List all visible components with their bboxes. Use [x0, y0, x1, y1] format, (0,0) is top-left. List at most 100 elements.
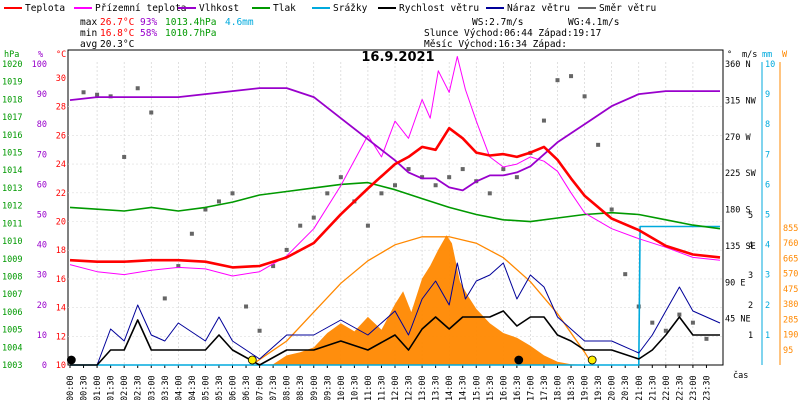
x-tick-label: 10:00	[337, 375, 347, 400]
wind-direction-point	[582, 94, 587, 99]
legend-item-srazky: Srážky	[312, 3, 368, 14]
series-line-sr-ky	[70, 225, 720, 366]
chart-title: 16.9.2021	[361, 50, 434, 65]
x-tick-label: 03:30	[161, 375, 171, 400]
temp-tick-label: 16	[56, 275, 66, 285]
x-tick-label: 07:00	[256, 375, 266, 400]
pct-tick-label: 50	[37, 211, 47, 221]
x-tick-label: 05:00	[201, 375, 211, 400]
series-line-p-zemn-teplota	[69, 56, 721, 277]
wind-direction-point	[216, 199, 221, 204]
wind-direction-point	[433, 183, 438, 188]
x-tick-label: 22:30	[675, 375, 685, 400]
svg-text:Přízemní teplota: Přízemní teplota	[95, 3, 187, 14]
x-tick-label: 16:00	[499, 375, 509, 400]
stat-max-press: 1013.4hPa	[165, 17, 216, 28]
x-tick-label: 16:30	[513, 375, 523, 400]
ms-tick-label: 2	[748, 301, 753, 311]
x-tick-label: 03:00	[147, 375, 157, 400]
x-tick-label: 21:00	[635, 375, 645, 400]
pct-tick-label: 70	[37, 150, 47, 160]
temp-tick-label: 30	[56, 74, 66, 84]
x-tick-label: 22:00	[662, 375, 672, 400]
wind-direction-point	[406, 167, 411, 172]
stat-max-temp: 26.7°C	[100, 17, 134, 28]
hpa-tick-label: 1006	[2, 308, 22, 318]
hpa-tick-label: 1004	[2, 343, 22, 353]
wind-direction-point	[338, 175, 343, 180]
wind-direction-point	[122, 154, 127, 159]
x-axis: 00:00 00:30 01:00 01:30 02:00 02:30 03:00 03:30…	[66, 365, 712, 400]
x-tick-label: 17:30	[540, 375, 550, 400]
x-tick-label: 06:00	[229, 375, 239, 400]
wind-direction-point	[663, 328, 668, 333]
stat-min-press: 1010.7hPa	[165, 28, 216, 39]
wind-direction-point	[81, 90, 86, 95]
wind-direction-point	[257, 328, 262, 333]
hpa-tick-label: 1008	[2, 272, 22, 282]
hpa-axis-label: hPa	[4, 50, 19, 60]
temp-axis-label: °C	[56, 50, 66, 60]
x-tick-label: 18:00	[554, 375, 564, 400]
stat-avg-label: avg	[80, 39, 97, 50]
wind-direction-point	[325, 191, 330, 196]
radiation-axis: W 855 760 665 570 475 380 285 190 95	[779, 50, 798, 365]
svg-text:Směr větru: Směr větru	[599, 3, 656, 14]
x-tick-label: 19:00	[581, 375, 591, 400]
hpa-tick-label: 1011	[2, 219, 22, 229]
hpa-tick-label: 1018	[2, 95, 22, 105]
svg-text:Náraz větru: Náraz větru	[507, 3, 570, 14]
wind-direction-point	[230, 191, 235, 196]
temp-tick-label: 10	[56, 361, 66, 371]
svg-text:Rychlost větru: Rychlost větru	[399, 3, 479, 14]
x-tick-label: 11:00	[364, 375, 374, 400]
x-tick-label: 23:00	[689, 375, 699, 400]
x-tick-label: 04:00	[174, 375, 184, 400]
mm-tick-label: 10	[765, 60, 775, 70]
mm-tick-label: 5	[765, 211, 770, 221]
hpa-tick-label: 1009	[2, 255, 22, 265]
x-tick-label: 05:30	[215, 375, 225, 400]
series-line-n-raz-v-tru	[70, 262, 721, 366]
wind-direction-point	[609, 207, 614, 212]
wind-direction-point	[379, 191, 384, 196]
hpa-tick-label: 1005	[2, 326, 22, 336]
series-line-rychlost-v-tru	[70, 310, 720, 366]
legend-item-rychlost-vetru: Rychlost větru	[378, 3, 479, 14]
temp-tick-label: 14	[56, 304, 66, 314]
pct-tick-label: 0	[42, 361, 47, 371]
svg-text:Srážky: Srážky	[333, 3, 368, 14]
wind-direction-point	[555, 78, 560, 83]
hpa-tick-label: 1010	[2, 237, 22, 247]
hpa-tick-label: 1016	[2, 131, 22, 141]
series-layer	[69, 56, 721, 366]
legend-item-vlhkost: Vlhkost	[178, 3, 239, 14]
wind-direction-point	[420, 175, 425, 180]
dir-tick-label: 315 NW	[725, 96, 757, 106]
wind-direction-point	[677, 312, 682, 317]
hpa-tick-label: 1020	[2, 60, 22, 70]
mm-tick-label: 2	[765, 301, 770, 311]
temp-tick-label: 22	[56, 189, 66, 199]
wind-direction-point	[189, 231, 194, 236]
x-tick-label: 04:30	[188, 375, 198, 400]
legend-item-teplota: Teplota	[4, 3, 65, 14]
wm2-tick-label: 475	[783, 285, 798, 295]
x-tick-label: 11:30	[377, 375, 387, 400]
wind-direction-point	[162, 296, 167, 301]
stat-min-label: min	[80, 28, 97, 39]
hpa-tick-label: 1012	[2, 202, 22, 212]
mm-tick-label: 1	[765, 331, 770, 341]
wind-direction-point	[393, 183, 397, 188]
hpa-tick-label: 1013	[2, 184, 22, 194]
markers-layer	[66, 355, 597, 365]
x-tick-label: 09:30	[323, 375, 333, 400]
stat-min-hum: 58%	[140, 28, 157, 39]
wm2-axis-label: W	[782, 50, 788, 60]
marker-start	[66, 355, 76, 365]
series-line-teplota	[69, 126, 721, 269]
wind-direction-point	[514, 175, 519, 180]
x-tick-label: 09:00	[310, 375, 320, 400]
